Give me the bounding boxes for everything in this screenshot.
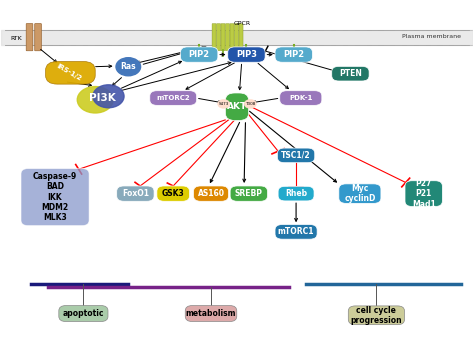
Text: SREBP: SREBP [235, 189, 263, 198]
FancyBboxPatch shape [35, 24, 41, 51]
FancyBboxPatch shape [339, 184, 381, 203]
FancyBboxPatch shape [46, 61, 95, 84]
Text: PIP2: PIP2 [189, 50, 210, 59]
FancyBboxPatch shape [275, 47, 312, 62]
FancyBboxPatch shape [193, 186, 228, 201]
Text: TSC1/2: TSC1/2 [281, 151, 311, 160]
Text: RTK: RTK [10, 36, 22, 42]
Circle shape [93, 85, 124, 108]
Text: Myc
cyclinD: Myc cyclinD [344, 184, 375, 203]
FancyBboxPatch shape [230, 186, 267, 201]
Text: PI3K: PI3K [89, 93, 116, 103]
Text: FoxO1: FoxO1 [122, 189, 149, 198]
Text: AS160: AS160 [198, 189, 225, 198]
FancyBboxPatch shape [150, 91, 197, 105]
Text: T308: T308 [245, 102, 255, 106]
Circle shape [77, 87, 113, 113]
Text: Caspase-9
BAD
IKK
MDM2
MLK3: Caspase-9 BAD IKK MDM2 MLK3 [33, 172, 77, 222]
FancyBboxPatch shape [226, 24, 229, 51]
FancyBboxPatch shape [59, 305, 108, 321]
Bar [0, 30, 474, 45]
FancyBboxPatch shape [26, 24, 33, 51]
Text: cell cycle
progression: cell cycle progression [351, 306, 402, 325]
FancyBboxPatch shape [405, 181, 442, 207]
Text: Rheb: Rheb [285, 189, 307, 198]
FancyBboxPatch shape [235, 24, 238, 51]
Text: Plasma membrane: Plasma membrane [402, 34, 462, 39]
FancyBboxPatch shape [21, 169, 89, 225]
FancyBboxPatch shape [226, 93, 248, 120]
Text: PIP2: PIP2 [283, 50, 304, 59]
Text: P27
P21
Mad1: P27 P21 Mad1 [412, 179, 436, 208]
Text: apoptotic: apoptotic [63, 309, 104, 318]
FancyBboxPatch shape [228, 47, 265, 62]
FancyBboxPatch shape [185, 305, 237, 321]
Circle shape [116, 58, 141, 76]
Text: mTORC2: mTORC2 [156, 95, 190, 101]
FancyBboxPatch shape [212, 24, 216, 51]
FancyBboxPatch shape [277, 148, 315, 163]
FancyBboxPatch shape [278, 186, 314, 201]
Text: Ras: Ras [120, 62, 136, 71]
Circle shape [244, 99, 256, 109]
Text: IRS-1/2: IRS-1/2 [55, 63, 83, 82]
FancyBboxPatch shape [275, 224, 317, 239]
Text: AKT: AKT [227, 102, 247, 111]
FancyBboxPatch shape [217, 24, 220, 51]
Text: GSK3: GSK3 [162, 189, 184, 198]
FancyBboxPatch shape [239, 24, 243, 51]
FancyBboxPatch shape [280, 91, 322, 105]
FancyBboxPatch shape [332, 66, 369, 81]
Text: metabolism: metabolism [186, 309, 236, 318]
Text: S473: S473 [219, 102, 229, 106]
FancyBboxPatch shape [221, 24, 225, 51]
Text: PDK-1: PDK-1 [289, 95, 312, 101]
FancyBboxPatch shape [117, 186, 154, 201]
FancyBboxPatch shape [157, 186, 190, 201]
Circle shape [218, 99, 230, 109]
Text: PIP3: PIP3 [236, 50, 257, 59]
Text: PTEN: PTEN [339, 69, 362, 78]
FancyBboxPatch shape [181, 47, 218, 62]
FancyBboxPatch shape [348, 306, 404, 325]
Text: GPCR: GPCR [233, 21, 250, 26]
FancyBboxPatch shape [230, 24, 234, 51]
Text: mTORC1: mTORC1 [278, 227, 314, 236]
